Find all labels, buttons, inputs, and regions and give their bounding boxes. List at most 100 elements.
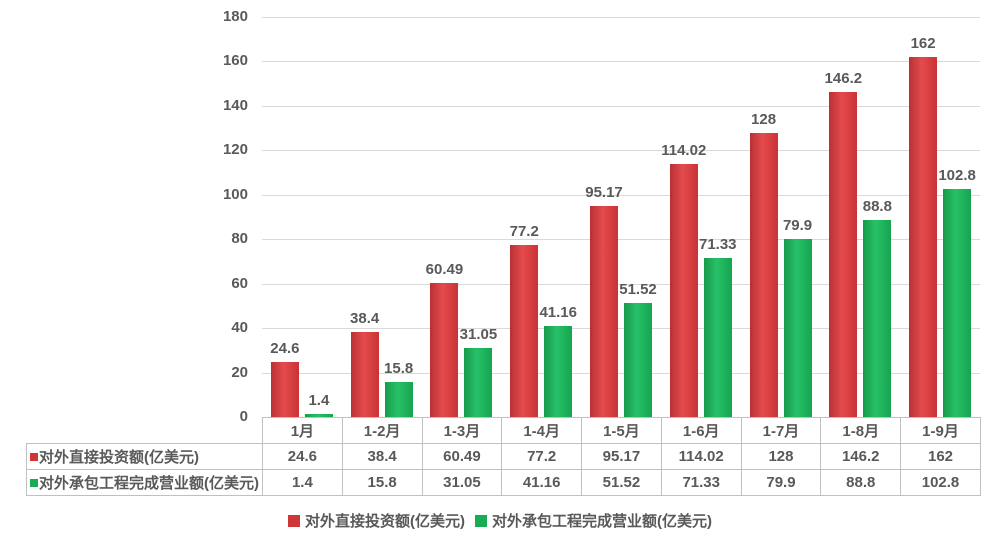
bar (624, 302, 652, 417)
legend-label: 对外承包工程完成营业额(亿美元) (492, 513, 712, 530)
y-axis-tick-label: 100 (222, 185, 248, 203)
table-cell: 38.4 (341, 443, 423, 470)
bar (590, 205, 618, 417)
bar (909, 57, 938, 417)
table-cell: 102.8 (900, 469, 981, 496)
bar-value-label: 102.8 (938, 166, 976, 184)
table-column-header: 1-8月 (820, 417, 902, 444)
bar (544, 325, 573, 417)
bar-value-label: 162 (910, 35, 936, 52)
table-cell: 88.8 (820, 469, 902, 496)
series-marker-icon (30, 479, 38, 487)
legend-marker-icon (475, 514, 487, 527)
gridline (262, 150, 980, 152)
table-cell: 1.4 (262, 469, 343, 496)
table-column-header: 1-4月 (501, 417, 583, 444)
table-cell: 15.8 (341, 469, 423, 496)
table-header-row: 1月 1-2月 1-3月 1-4月 1-5月 1-6月 1-7月 1-8月 1-9月 (27, 417, 981, 444)
table-cell: 146.2 (820, 443, 902, 470)
bar (304, 413, 333, 417)
bar (703, 258, 732, 417)
gridline (262, 17, 980, 18)
table-cell: 114.02 (660, 443, 742, 470)
bar (669, 163, 698, 417)
gridline (262, 61, 980, 63)
legend-item: 对外承包工程完成营业额(亿美元) (475, 510, 712, 531)
table-cell: 128 (740, 443, 822, 470)
bar-value-label: 51.52 (619, 280, 657, 298)
table-row-header: 对外承包工程完成营业额(亿美元) (26, 469, 263, 496)
table-row: 对外承包工程完成营业额(亿美元) 1.4 15.8 31.05 41.16 51.52 71… (26, 469, 981, 496)
y-axis-tick-label: 120 (222, 141, 248, 159)
legend-marker-icon (288, 514, 300, 527)
bar (510, 245, 539, 417)
bar-value-label: 77.2 (509, 223, 539, 241)
table-row: 对外直接投资额(亿美元) 24.6 38.4 60.49 77.2 95.17 114.02… (26, 443, 981, 470)
bar-value-label: 1.4 (308, 391, 330, 409)
gridline (262, 283, 980, 285)
y-axis-tick-label: 140 (222, 96, 248, 114)
table-column-header: 1-3月 (421, 417, 503, 444)
gridline (262, 194, 980, 196)
bar (384, 381, 413, 417)
gridline (262, 239, 980, 241)
bar-value-label: 128 (751, 110, 777, 128)
table-column-header: 1-6月 (660, 417, 742, 444)
y-axis-tick-label: 0 (239, 408, 248, 425)
series-name: 对外直接投资额(亿美元) (39, 449, 199, 466)
table-column-header: 1月 (262, 417, 343, 444)
table-cell: 79.9 (740, 469, 822, 496)
table-row-header: 对外直接投资额(亿美元) (26, 443, 263, 470)
table-cell: 41.16 (501, 469, 583, 496)
data-table: 1月 1-2月 1-3月 1-4月 1-5月 1-6月 1-7月 1-8月 1-9月 对外直接投资… (26, 417, 981, 496)
gridline (262, 372, 980, 374)
y-axis-tick-label: 60 (231, 274, 248, 292)
bar (749, 132, 778, 417)
bar (430, 282, 459, 417)
table-corner-cell (27, 418, 263, 444)
bar-value-label: 88.8 (862, 197, 892, 215)
table-column-header: 1-5月 (581, 417, 662, 444)
bar-value-label: 71.33 (698, 236, 737, 254)
legend: 对外直接投资额(亿美元) 对外承包工程完成营业额(亿美元) (0, 510, 1000, 531)
bar-value-label: 146.2 (824, 70, 863, 88)
y-axis-tick-label: 40 (231, 319, 248, 337)
bar-value-label: 95.17 (585, 183, 623, 201)
series-marker-icon (30, 453, 38, 461)
table-column-header: 1-2月 (341, 417, 423, 444)
bar (350, 331, 379, 417)
bar-value-label: 79.9 (782, 217, 813, 235)
bar (863, 219, 892, 417)
gridline (262, 328, 980, 330)
legend-label: 对外直接投资额(亿美元) (305, 513, 465, 530)
bar (464, 348, 493, 417)
bar (829, 92, 858, 417)
table-cell: 71.33 (660, 469, 742, 496)
table-cell: 31.05 (421, 469, 503, 496)
table-column-header: 1-9月 (900, 417, 981, 444)
y-axis-tick-label: 180 (222, 8, 248, 25)
gridline (262, 105, 980, 107)
y-axis-tick-label: 20 (231, 363, 248, 381)
table-cell: 24.6 (262, 443, 343, 470)
bar-value-label: 41.16 (539, 303, 577, 321)
bar-value-label: 114.02 (661, 141, 707, 159)
series-name: 对外承包工程完成营业额(亿美元) (39, 475, 259, 492)
table-column-header: 1-7月 (740, 417, 822, 444)
bar-value-label: 24.6 (270, 340, 300, 358)
bar (943, 188, 972, 417)
table-cell: 60.49 (421, 443, 503, 470)
legend-item: 对外直接投资额(亿美元) (288, 510, 465, 531)
bar-value-label: 38.4 (350, 309, 380, 327)
table-cell: 77.2 (501, 443, 583, 470)
table-cell: 95.17 (581, 443, 662, 470)
table-cell: 162 (900, 443, 981, 470)
bar-value-label: 60.49 (425, 260, 464, 278)
bar-value-label: 31.05 (459, 326, 498, 343)
bar (783, 239, 812, 417)
bar (270, 362, 299, 417)
y-axis-tick-label: 80 (231, 230, 248, 248)
y-axis-tick-label: 160 (222, 52, 248, 70)
bar-value-label: 15.8 (384, 359, 414, 377)
